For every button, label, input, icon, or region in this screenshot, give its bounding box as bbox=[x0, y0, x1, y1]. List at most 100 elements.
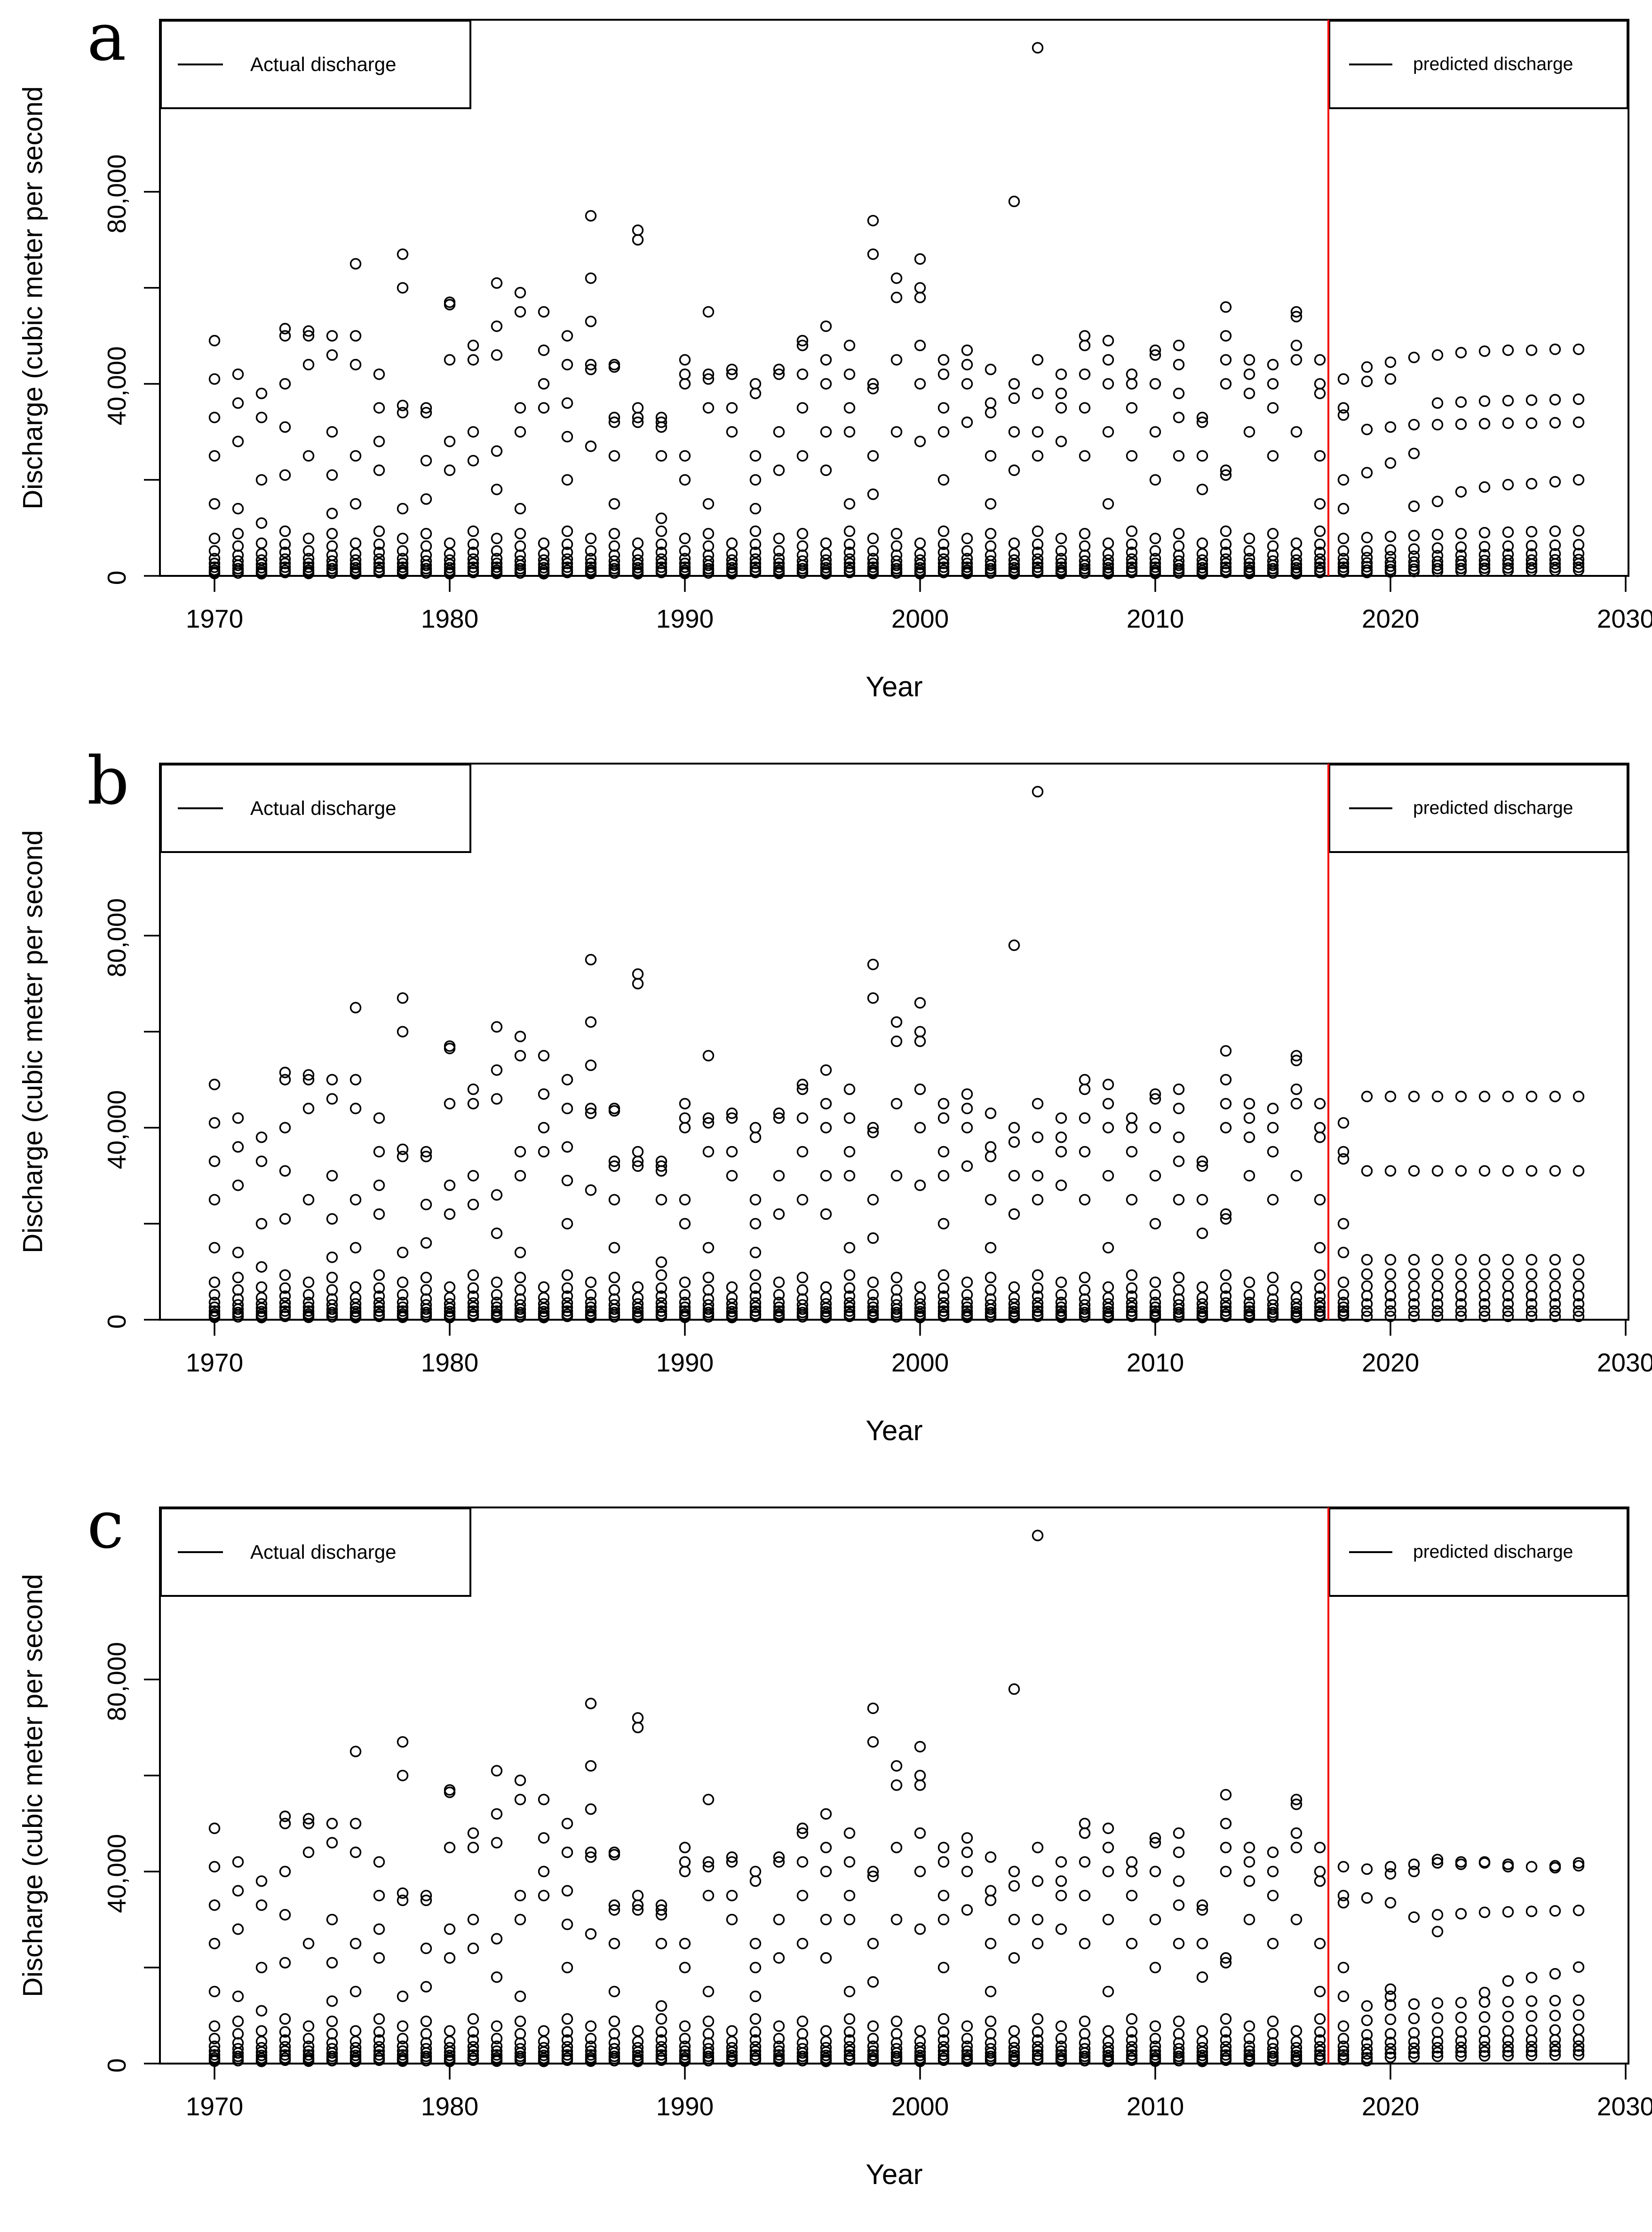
data-point bbox=[1220, 561, 1232, 573]
data-point bbox=[1549, 2049, 1561, 2061]
data-point bbox=[349, 1817, 362, 1829]
data-point bbox=[937, 538, 950, 550]
data-point bbox=[302, 567, 315, 580]
data-point bbox=[467, 2049, 479, 2061]
data-point bbox=[1384, 1310, 1397, 1323]
data-point bbox=[655, 2013, 667, 2025]
data-point bbox=[444, 1786, 456, 1798]
data-point bbox=[632, 412, 644, 423]
data-point bbox=[867, 383, 879, 395]
data-point bbox=[632, 2025, 644, 2037]
data-point bbox=[373, 1290, 385, 1302]
data-point bbox=[1478, 418, 1491, 430]
data-point bbox=[373, 1269, 385, 1281]
data-point bbox=[1502, 1975, 1514, 1987]
data-point bbox=[232, 2047, 244, 2059]
data-point bbox=[491, 1808, 503, 1820]
data-point bbox=[467, 2054, 479, 2066]
data-point bbox=[232, 1246, 244, 1259]
data-point bbox=[867, 1276, 879, 1288]
data-point bbox=[655, 546, 667, 558]
data-point bbox=[608, 1160, 620, 1172]
data-point bbox=[1079, 2047, 1091, 2059]
data-point bbox=[820, 1312, 832, 1323]
data-point bbox=[1102, 537, 1114, 549]
data-point bbox=[1478, 1996, 1491, 2008]
data-point bbox=[890, 559, 903, 571]
data-point bbox=[820, 1841, 832, 1853]
data-point bbox=[961, 2041, 973, 2052]
data-point bbox=[208, 545, 221, 557]
data-point bbox=[1173, 1102, 1185, 1115]
data-point bbox=[1408, 1911, 1420, 1923]
data-point bbox=[867, 1736, 879, 1748]
data-point bbox=[773, 1108, 785, 1119]
panel-letter: c bbox=[87, 1487, 124, 1563]
data-point bbox=[1314, 1865, 1326, 1877]
data-point bbox=[232, 1141, 244, 1153]
data-point bbox=[1032, 1875, 1044, 1887]
data-point bbox=[1337, 502, 1350, 515]
data-point bbox=[1478, 1165, 1491, 1177]
data-point bbox=[1431, 1254, 1444, 1266]
data-point bbox=[491, 2033, 503, 2045]
data-point bbox=[1196, 537, 1208, 549]
data-point bbox=[1549, 1254, 1561, 1266]
data-point bbox=[937, 2034, 950, 2046]
data-point bbox=[937, 402, 950, 414]
data-point bbox=[585, 545, 597, 557]
data-point bbox=[279, 1817, 291, 1829]
data-point bbox=[1290, 1794, 1303, 1805]
data-point bbox=[961, 1311, 973, 1323]
data-point bbox=[608, 2015, 620, 2027]
data-point bbox=[1220, 553, 1232, 565]
data-point bbox=[679, 567, 691, 580]
data-point bbox=[1384, 1983, 1397, 1995]
data-point bbox=[1384, 1165, 1397, 1177]
data-point bbox=[867, 567, 879, 580]
data-point bbox=[1055, 1889, 1067, 1902]
data-point bbox=[467, 2013, 479, 2025]
data-point bbox=[914, 568, 926, 580]
data-point bbox=[726, 426, 738, 438]
data-point bbox=[1079, 340, 1091, 351]
data-point bbox=[444, 1952, 456, 1964]
data-point bbox=[1290, 568, 1303, 580]
data-point bbox=[420, 402, 432, 414]
data-point bbox=[1478, 1305, 1491, 1317]
data-point bbox=[1337, 1218, 1350, 1230]
data-point bbox=[349, 1746, 362, 1757]
data-point bbox=[514, 1311, 526, 1323]
data-point bbox=[1173, 1084, 1185, 1095]
data-point bbox=[420, 454, 432, 467]
data-point bbox=[985, 1851, 997, 1863]
data-point bbox=[1290, 2025, 1303, 2037]
data-point bbox=[726, 2025, 738, 2037]
data-point bbox=[1408, 2036, 1420, 2048]
data-point bbox=[561, 1218, 573, 1230]
data-point bbox=[937, 1297, 950, 1309]
data-point bbox=[608, 567, 620, 579]
data-point bbox=[632, 1146, 644, 1158]
data-point bbox=[1314, 2041, 1326, 2053]
data-point bbox=[1361, 2000, 1373, 2012]
data-point bbox=[232, 1271, 244, 1283]
x-tick-label: 1980 bbox=[421, 2092, 479, 2121]
data-point bbox=[491, 484, 503, 495]
x-tick-label: 1980 bbox=[421, 1348, 479, 1377]
x-tick-label: 2020 bbox=[1361, 2092, 1420, 2121]
data-point bbox=[1196, 416, 1208, 428]
data-point bbox=[1455, 1298, 1467, 1310]
data-point bbox=[302, 359, 315, 371]
data-point bbox=[937, 1098, 950, 1109]
data-point bbox=[985, 2055, 997, 2067]
data-point bbox=[1220, 538, 1232, 550]
data-point bbox=[914, 1036, 926, 1047]
data-point bbox=[820, 426, 832, 438]
data-point bbox=[914, 1281, 926, 1293]
data-point bbox=[1196, 1312, 1208, 1323]
data-point bbox=[420, 1150, 432, 1163]
data-point bbox=[1220, 354, 1232, 366]
data-point bbox=[397, 2055, 409, 2067]
data-point bbox=[655, 1282, 667, 1294]
